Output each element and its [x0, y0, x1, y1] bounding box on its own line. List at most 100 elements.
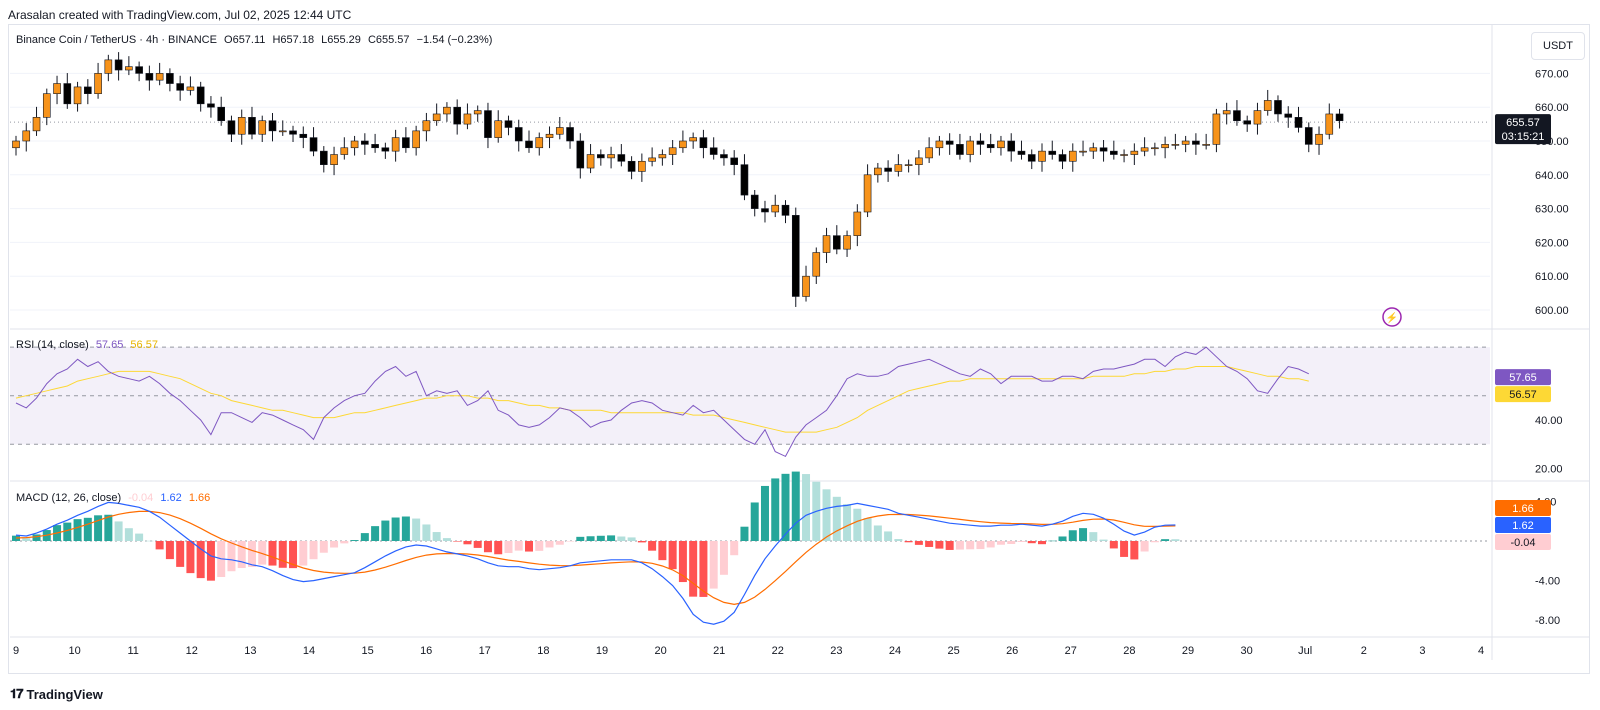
macd-histogram-bar [596, 535, 605, 541]
candle-body [1294, 117, 1303, 128]
candle-body [956, 144, 964, 155]
candle-body [350, 140, 359, 149]
macd-histogram-bar [853, 508, 862, 541]
candle-body [12, 140, 20, 149]
candle-body [1304, 127, 1313, 145]
macd-histogram-bar [914, 541, 923, 545]
macd-histogram-bar [545, 541, 554, 548]
macd-histogram-bar [309, 541, 318, 560]
candle-body [730, 157, 739, 165]
time-tick-label: 9 [13, 645, 19, 657]
candle-body [720, 154, 728, 159]
macd-histogram-bar [976, 541, 985, 550]
rsi-ma-value: 56.57 [130, 339, 158, 351]
macd-histogram-bar [206, 541, 215, 581]
candle-body [555, 127, 564, 135]
currency-button[interactable]: USDT [1531, 32, 1585, 60]
candle-body [586, 154, 595, 169]
tradingview-logo-icon: 𝟏𝟕 [10, 686, 24, 701]
macd-histogram-bar [822, 489, 831, 541]
macd-histogram-bar [258, 541, 267, 565]
macd-histogram-bar [63, 522, 72, 541]
candle-body [1284, 113, 1293, 118]
open-value: O657.11 [224, 34, 266, 46]
time-tick-label: 14 [303, 645, 315, 657]
macd-histogram-bar [586, 536, 595, 541]
candle-body [1130, 150, 1139, 155]
macd-histogram-bar [1058, 536, 1067, 541]
macd-histogram-bar [381, 520, 390, 541]
candle-body [771, 204, 780, 213]
macd-tick-label: -8.00 [1535, 615, 1560, 627]
macd-histogram-bar [730, 541, 739, 556]
macd-histogram-bar [1007, 541, 1016, 544]
macd-hist-value: -0.04 [128, 492, 154, 504]
macd-histogram-bar [955, 541, 964, 550]
time-tick-label: 24 [889, 645, 901, 657]
macd-histogram-bar [689, 541, 698, 597]
change-value: −1.54 (−0.23%) [416, 34, 493, 46]
candle-body [1335, 113, 1344, 122]
macd-histogram-bar [299, 541, 308, 566]
candle-body [125, 66, 133, 71]
candle-body [1048, 150, 1057, 155]
candle-body [248, 117, 256, 135]
macd-histogram-bar [453, 541, 462, 542]
hist-badge [1495, 534, 1551, 550]
macd-histogram-bar [165, 541, 174, 560]
price-tick-label: 630.00 [1535, 204, 1569, 216]
candle-body [1253, 110, 1262, 125]
macd-histogram-bar [1017, 541, 1026, 542]
candle-body [176, 83, 184, 91]
candle-body [1212, 113, 1221, 145]
countdown-label: 03:15:21 [1502, 131, 1545, 143]
candle-body [258, 120, 267, 135]
macd-badge [1495, 517, 1551, 533]
time-tick-label: 12 [186, 645, 198, 657]
macd-histogram-bar [832, 496, 841, 541]
candle-body [278, 130, 287, 133]
candle-body [207, 103, 215, 108]
macd-legend: MACD (12, 26, close) -0.04 1.62 1.66 [16, 492, 214, 504]
candle-body [1110, 150, 1118, 155]
macd-histogram-bar [1089, 532, 1098, 541]
low-value: L655.29 [321, 34, 361, 46]
time-tick-label: 23 [830, 645, 842, 657]
macd-histogram-bar [648, 541, 657, 551]
candle-body [750, 194, 759, 209]
macd-histogram-bar [268, 541, 277, 566]
macd-histogram-bar [340, 541, 349, 544]
symbol-label: Binance Coin / TetherUS · 4h · BINANCE [16, 34, 217, 46]
chart-frame [8, 24, 1590, 674]
macd-histogram-bar [750, 502, 759, 541]
candle-body [576, 140, 585, 169]
candle-body [648, 157, 656, 162]
macd-histogram-bar [1048, 540, 1057, 542]
macd-histogram-bar [771, 478, 780, 541]
hist-badge-label: -0.04 [1510, 537, 1535, 549]
macd-histogram-bar [237, 541, 246, 569]
candle-body [945, 140, 954, 145]
macd-histogram-bar [422, 524, 431, 541]
time-tick-label: 11 [127, 645, 138, 657]
candle-body [976, 140, 985, 145]
macd-histogram-bar [1150, 541, 1159, 543]
candle-body [104, 59, 113, 74]
candle-body [535, 137, 544, 149]
footer-brand[interactable]: 𝟏𝟕 TradingView [10, 686, 103, 702]
macd-histogram-bar [740, 526, 749, 541]
macd-histogram-bar [114, 521, 123, 541]
last-price-label: 655.57 [1506, 117, 1540, 129]
macd-histogram-bar [1038, 541, 1046, 545]
macd-histogram-bar [996, 541, 1005, 545]
candle-body [822, 235, 831, 253]
candle-body [155, 73, 164, 81]
macd-histogram-bar [986, 541, 995, 548]
candle-body [299, 133, 308, 138]
candle-body [1274, 100, 1282, 115]
candle-body [1151, 147, 1159, 150]
candle-body [484, 110, 492, 138]
candle-body [1120, 154, 1128, 156]
candle-body [32, 117, 41, 132]
